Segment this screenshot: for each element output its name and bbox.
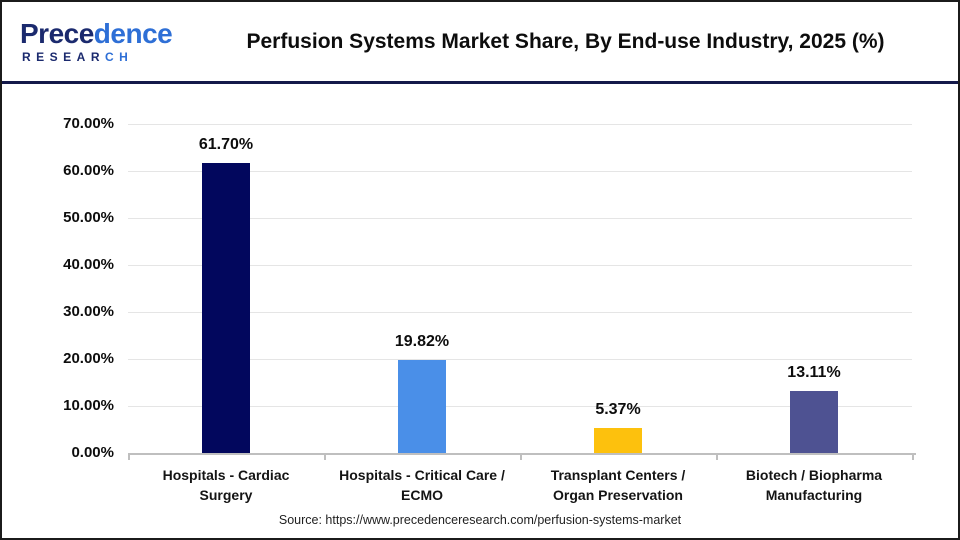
x-axis-tick-mark xyxy=(912,453,914,460)
gridline-10.00% xyxy=(128,406,912,407)
y-axis-tick-label: 20.00% xyxy=(63,350,114,367)
x-axis-category-label-line: Hospitals - Critical Care / xyxy=(339,467,505,483)
x-axis-tick-mark xyxy=(324,453,326,460)
source-citation: Source: https://www.precedenceresearch.c… xyxy=(278,513,682,527)
y-axis-tick-label: 40.00% xyxy=(63,256,114,273)
y-axis-tick-label: 50.00% xyxy=(63,209,114,226)
x-axis-category-label-line: Transplant Centers / xyxy=(550,467,686,483)
bar-Hospitals - Cardiac Surgery xyxy=(202,163,250,453)
gridline-30.00% xyxy=(128,312,912,313)
y-axis-tick-label: 70.00% xyxy=(63,115,114,132)
x-axis-category-label-line: Biotech / Biopharma xyxy=(745,467,883,483)
gridline-50.00% xyxy=(128,218,912,219)
logo-subtitle: RESEARCH xyxy=(20,51,195,63)
bar-value-label: 61.70% xyxy=(198,136,254,153)
y-axis-tick-label: 10.00% xyxy=(63,397,114,414)
logo-wordmark-navy: Prece xyxy=(20,18,94,49)
x-axis-category-label: Transplant Centers / Organ Preservation xyxy=(515,465,721,505)
chart-title: Perfusion Systems Market Share, By End-u… xyxy=(246,29,885,53)
x-axis-category-label-line: Organ Preservation xyxy=(553,487,683,503)
x-axis-category-label: Hospitals - Critical Care / ECMO xyxy=(319,465,525,505)
bar-Transplant Centers / Organ Preservation xyxy=(594,427,642,453)
bar-Biotech / Biopharma Manufacturing xyxy=(790,391,838,453)
x-axis-category-label-line: Hospitals - Cardiac xyxy=(162,467,290,483)
y-axis-tick-label: 0.00% xyxy=(71,444,114,461)
gridline-20.00% xyxy=(128,359,912,360)
x-axis-tick-mark xyxy=(716,453,718,460)
figure-header: Precedence RESEARCH Perfusion Systems Ma… xyxy=(2,2,958,84)
bar-value-label: 13.11% xyxy=(787,364,841,382)
logo-subtitle-navy: RESEAR xyxy=(22,50,106,64)
x-axis-category-label-line: Surgery xyxy=(199,487,253,503)
bar-value-label: 19.82% xyxy=(394,332,450,350)
bar-Hospitals - Critical Care / ECMO xyxy=(398,359,446,453)
gridline-40.00% xyxy=(128,265,912,266)
gridline-60.00% xyxy=(128,171,912,172)
precedence-research-logo: Precedence RESEARCH xyxy=(20,20,195,64)
bar-value-label: 5.37% xyxy=(595,400,641,418)
logo-wordmark-blue: dence xyxy=(93,18,173,49)
x-axis-category-label-line: Manufacturing xyxy=(765,487,863,503)
x-axis-category-label: Hospitals - Cardiac Surgery xyxy=(123,465,329,505)
x-axis-tick-mark xyxy=(520,453,522,460)
y-axis-tick-label: 60.00% xyxy=(63,162,114,179)
gridline-70.00% xyxy=(128,124,912,125)
logo-subtitle-blue: CH xyxy=(105,50,134,64)
x-axis-category-label: Biotech / Biopharma Manufacturing xyxy=(711,465,917,505)
x-axis-line xyxy=(128,453,916,455)
x-axis-tick-mark xyxy=(128,453,130,460)
x-axis-category-label-line: ECMO xyxy=(401,487,443,503)
logo-wordmark: Precedence xyxy=(20,20,195,48)
y-axis-tick-label: 30.00% xyxy=(63,303,114,320)
